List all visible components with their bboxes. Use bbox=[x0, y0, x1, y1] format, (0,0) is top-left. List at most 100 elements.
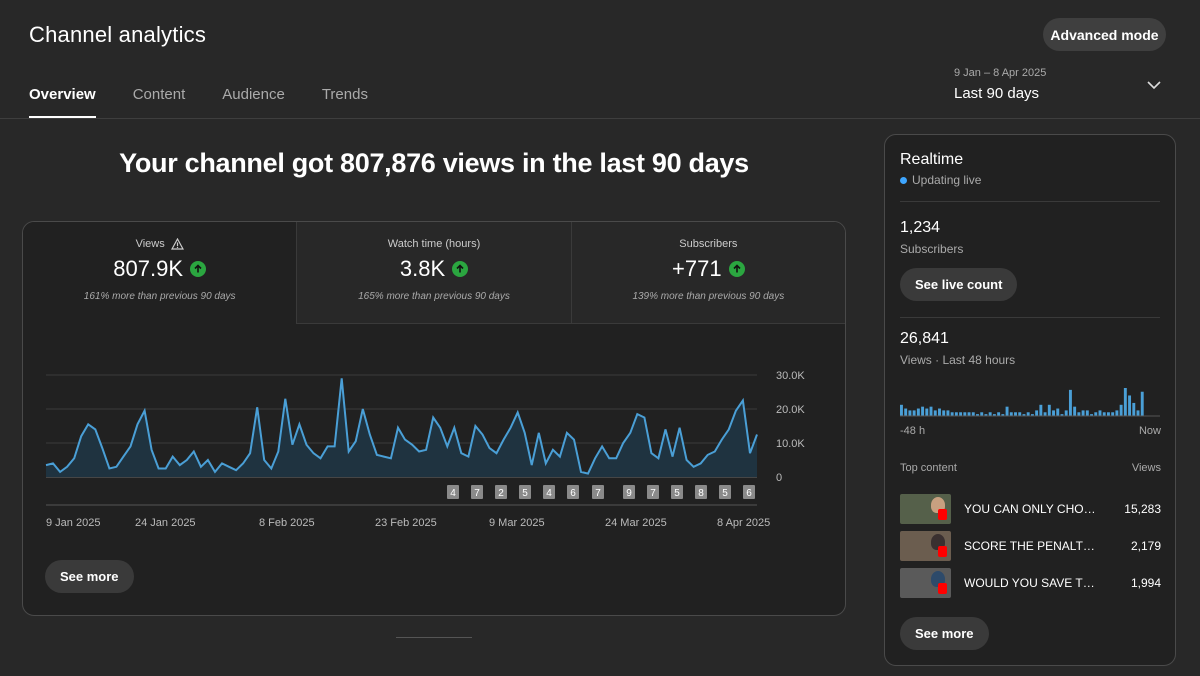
realtime-bar bbox=[1009, 412, 1013, 416]
upload-marker-count: 7 bbox=[650, 488, 656, 499]
see-more-button[interactable]: See more bbox=[45, 560, 134, 593]
metric-watch-time[interactable]: Watch time (hours) 3.8K 165% more than p… bbox=[297, 222, 572, 324]
date-range-label: Last 90 days bbox=[954, 85, 1040, 102]
realtime-bar bbox=[929, 406, 933, 416]
realtime-bar bbox=[1094, 412, 1098, 416]
realtime-bar bbox=[904, 408, 908, 416]
top-content-row[interactable]: SCORE THE PENALTY & WIN 2,179 bbox=[900, 531, 1161, 561]
realtime-bar bbox=[916, 408, 920, 416]
realtime-bar bbox=[1068, 389, 1072, 416]
video-title: SCORE THE PENALTY & WIN bbox=[964, 539, 1099, 553]
video-thumbnail bbox=[900, 531, 951, 561]
realtime-bar bbox=[984, 414, 988, 416]
realtime-axis-start: -48 h bbox=[900, 425, 926, 437]
realtime-bar bbox=[1081, 410, 1085, 416]
realtime-bar bbox=[925, 408, 929, 416]
views-chart[interactable]: 30.0K 20.0K 10.0K 0 4 7 2 5 4 6 7 9 7 5 8 5 6 9 Jan 202… bbox=[23, 324, 845, 554]
metric-views-label: Views bbox=[135, 238, 165, 250]
upload-marker bbox=[647, 485, 659, 499]
views-column-header: Views bbox=[1131, 462, 1161, 474]
views-label: Views · Last 48 hours bbox=[900, 353, 1016, 367]
realtime-bar bbox=[1073, 406, 1077, 416]
subscriber-label: Subscribers bbox=[900, 242, 964, 256]
views-line bbox=[45, 378, 758, 475]
realtime-status-text: Updating live bbox=[912, 173, 982, 187]
realtime-bar bbox=[1005, 406, 1009, 416]
chevron-down-icon[interactable] bbox=[1147, 78, 1161, 92]
scroll-indicator bbox=[396, 637, 472, 638]
realtime-title: Realtime bbox=[900, 151, 964, 168]
video-views: 15,283 bbox=[1124, 502, 1161, 516]
views-area bbox=[46, 378, 757, 477]
upload-marker-count: 5 bbox=[522, 488, 528, 499]
subscriber-count: 1,234 bbox=[900, 219, 941, 236]
realtime-bar bbox=[1018, 412, 1022, 416]
upload-marker bbox=[592, 485, 604, 499]
x-tick-label: 24 Jan 2025 bbox=[135, 517, 196, 529]
realtime-bar bbox=[992, 414, 996, 416]
realtime-bar bbox=[976, 414, 979, 416]
upload-marker-count: 7 bbox=[474, 488, 480, 499]
realtime-bar bbox=[1140, 391, 1144, 416]
realtime-bar bbox=[1022, 414, 1026, 416]
realtime-bar bbox=[1132, 402, 1136, 416]
realtime-views-chart[interactable] bbox=[900, 383, 1160, 417]
date-range-selector[interactable]: 9 Jan – 8 Apr 2025 Last 90 days bbox=[954, 67, 1164, 102]
divider bbox=[900, 317, 1160, 318]
tab-content[interactable]: Content bbox=[132, 86, 186, 103]
page-title: Channel analytics bbox=[29, 22, 207, 47]
advanced-mode-button[interactable]: Advanced mode bbox=[1043, 18, 1166, 51]
realtime-bar bbox=[1098, 410, 1102, 416]
realtime-bar bbox=[1136, 410, 1140, 416]
x-tick-label: 24 Mar 2025 bbox=[605, 517, 667, 529]
realtime-see-more-button[interactable]: See more bbox=[900, 617, 989, 650]
divider bbox=[900, 201, 1160, 202]
realtime-bar bbox=[1119, 404, 1123, 416]
realtime-bar bbox=[1064, 410, 1068, 416]
realtime-bar bbox=[1123, 388, 1127, 416]
x-tick-label: 8 Feb 2025 bbox=[259, 517, 315, 529]
realtime-bar bbox=[954, 412, 958, 416]
realtime-bar bbox=[1115, 410, 1119, 416]
top-content-row[interactable]: YOU CAN ONLY CHOOSE ONE 15,283 bbox=[900, 494, 1161, 524]
header-divider bbox=[0, 118, 1200, 119]
metric-watch-time-value: 3.8K bbox=[399, 256, 446, 281]
upload-marker bbox=[543, 485, 555, 499]
realtime-bar bbox=[900, 404, 903, 416]
see-live-count-button[interactable]: See live count bbox=[900, 268, 1018, 301]
x-tick-label: 9 Mar 2025 bbox=[489, 517, 545, 529]
arrow-up-icon bbox=[728, 261, 745, 277]
x-tick-label: 8 Apr 2025 bbox=[717, 517, 770, 529]
arrow-up-icon bbox=[190, 261, 207, 277]
realtime-bar bbox=[997, 412, 1001, 416]
date-range-dates: 9 Jan – 8 Apr 2025 bbox=[954, 67, 1047, 79]
metric-subscribers-value: +771 bbox=[672, 256, 722, 281]
metric-views[interactable]: Views 807.9K 161% more than previous 90 … bbox=[23, 222, 298, 324]
upload-marker-count: 2 bbox=[498, 488, 504, 499]
realtime-bar bbox=[1111, 412, 1115, 416]
tab-audience[interactable]: Audience bbox=[222, 86, 285, 103]
views-count: 26,841 bbox=[900, 330, 949, 347]
live-dot-icon bbox=[900, 176, 907, 184]
tab-trends[interactable]: Trends bbox=[321, 86, 368, 103]
realtime-axis-end: Now bbox=[1138, 425, 1161, 437]
realtime-bar bbox=[963, 412, 967, 416]
warning-icon bbox=[170, 238, 184, 250]
y-tick-label: 0 bbox=[776, 472, 782, 484]
metric-subscribers[interactable]: Subscribers +771 139% more than previous… bbox=[571, 222, 845, 324]
metric-views-value: 807.9K bbox=[113, 256, 184, 281]
tab-overview[interactable]: Overview bbox=[29, 86, 96, 118]
realtime-bar bbox=[988, 412, 992, 416]
upload-marker bbox=[623, 485, 635, 499]
video-views: 1,994 bbox=[1130, 576, 1161, 590]
y-tick-label: 20.0K bbox=[776, 404, 805, 416]
upload-marker-count: 7 bbox=[595, 488, 601, 499]
upload-marker-count: 5 bbox=[674, 488, 680, 499]
upload-marker bbox=[671, 485, 683, 499]
realtime-bar bbox=[912, 410, 916, 416]
top-content-row[interactable]: WOULD YOU SAVE THIS? 1,994 bbox=[900, 568, 1161, 598]
video-title: WOULD YOU SAVE THIS? bbox=[964, 576, 1099, 590]
realtime-bar bbox=[971, 412, 975, 416]
y-tick-label: 30.0K bbox=[776, 370, 805, 382]
overview-card: Views 807.9K 161% more than previous 90 … bbox=[22, 221, 846, 616]
